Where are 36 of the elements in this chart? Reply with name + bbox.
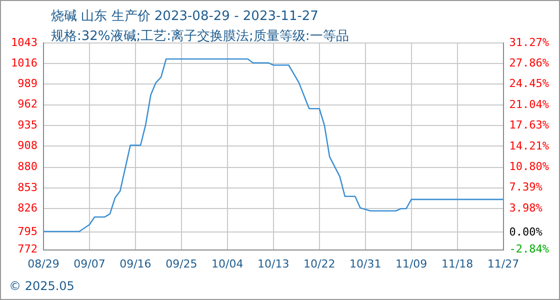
y-tick-label: 795 <box>18 225 38 238</box>
y-tick-label: 908 <box>18 138 38 152</box>
x-tick-label: 11/27 <box>487 257 520 270</box>
y-tick-label: 1043 <box>10 36 38 49</box>
x-tick-label: 09/25 <box>166 257 198 270</box>
y-tick-label: 880 <box>18 160 38 174</box>
x-tick-label: 10/31 <box>349 257 382 270</box>
y-tick-label: 989 <box>18 77 38 90</box>
y2-tick-label: 27.86% <box>509 56 550 70</box>
chart-subtitle: 规格:32%液碱;工艺:离子交换膜法;质量等级:一等品 <box>51 28 349 45</box>
y2-tick-label: -2.84% <box>509 242 550 256</box>
y2-tick-label: 17.63% <box>509 118 550 132</box>
x-tick-label: 09/16 <box>120 257 152 270</box>
x-tick-label: 10/22 <box>304 257 336 270</box>
y2-tick-label: 14.21% <box>509 139 550 152</box>
x-tick-label: 08/29 <box>28 257 60 270</box>
y-tick-label: 1016 <box>10 56 38 70</box>
y2-tick-label: 21.04% <box>509 98 550 111</box>
chart-title: 烧碱 山东 生产价 2023-08-29 - 2023-11-27 <box>51 8 318 25</box>
y-tick-label: 935 <box>18 118 38 132</box>
x-tick-label: 10/04 <box>212 257 244 270</box>
text: © 2025.05 <box>9 279 74 293</box>
y2-tick-label: 0.00% <box>509 225 543 238</box>
x-tick-label: 11/09 <box>395 257 428 270</box>
y-tick-label: 826 <box>18 201 38 214</box>
y2-tick-label: 7.39% <box>509 180 543 194</box>
y2-tick-label: 3.98% <box>509 201 543 214</box>
y2-tick-label: 10.80% <box>509 160 550 173</box>
y-tick-label: 772 <box>18 242 38 256</box>
y-tick-label: 853 <box>18 180 38 194</box>
y2-tick-label: 31.27% <box>509 36 550 49</box>
x-tick-label: 10/13 <box>258 257 290 270</box>
x-tick-label: 11/18 <box>441 257 474 270</box>
x-tick-label: 09/07 <box>74 257 106 270</box>
y-tick-label: 962 <box>18 98 38 111</box>
y2-tick-label: 24.45% <box>509 77 550 90</box>
